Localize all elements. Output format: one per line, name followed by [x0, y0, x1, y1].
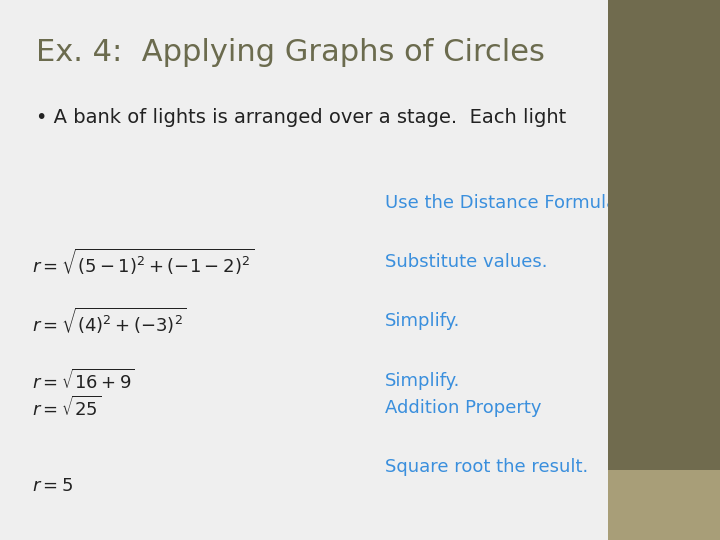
- Text: Addition Property: Addition Property: [385, 399, 541, 417]
- Text: $r = 5$: $r = 5$: [32, 477, 73, 495]
- Text: Simplify.: Simplify.: [385, 312, 461, 330]
- Text: $r = \sqrt{(5-1)^2+(-1-2)^2}$: $r = \sqrt{(5-1)^2+(-1-2)^2}$: [32, 247, 254, 277]
- Text: Ex. 4:  Applying Graphs of Circles: Ex. 4: Applying Graphs of Circles: [36, 38, 545, 67]
- Text: $r = \sqrt{25}$: $r = \sqrt{25}$: [32, 396, 102, 420]
- Text: Substitute values.: Substitute values.: [385, 253, 548, 271]
- Text: Square root the result.: Square root the result.: [385, 458, 588, 476]
- Text: • A bank of lights is arranged over a stage.  Each light: • A bank of lights is arranged over a st…: [36, 108, 566, 127]
- Text: Simplify.: Simplify.: [385, 372, 461, 390]
- Text: Use the Distance Formula.: Use the Distance Formula.: [385, 193, 624, 212]
- Text: $r = \sqrt{(4)^2+(-3)^2}$: $r = \sqrt{(4)^2+(-3)^2}$: [32, 306, 187, 336]
- Text: $r = \sqrt{16+9}$: $r = \sqrt{16+9}$: [32, 369, 135, 393]
